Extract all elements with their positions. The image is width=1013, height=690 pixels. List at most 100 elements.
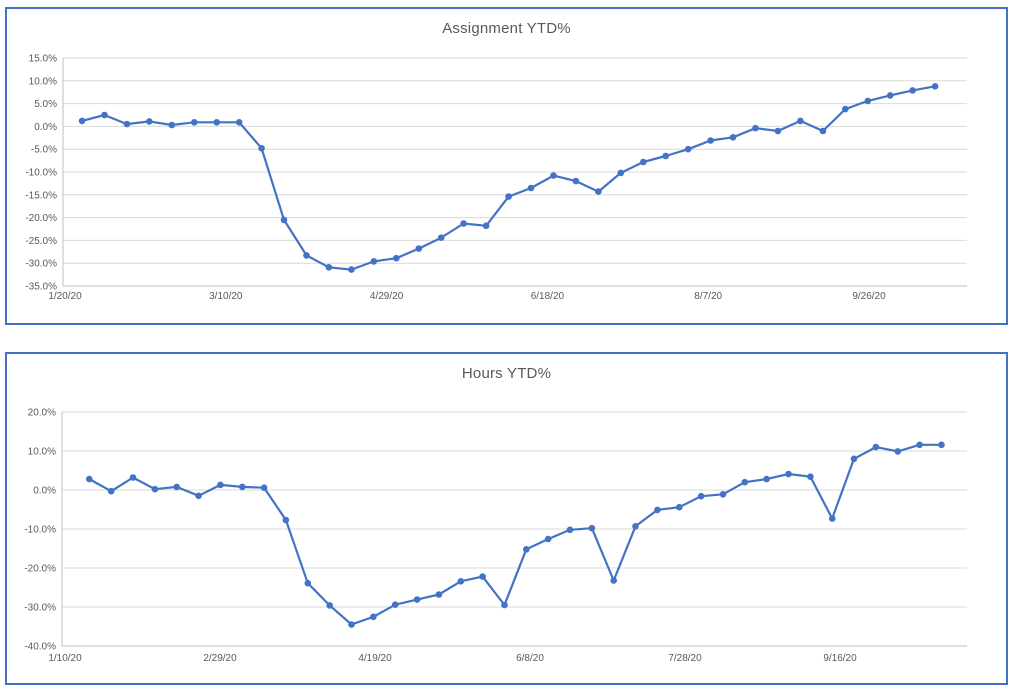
data-point-marker <box>151 485 159 493</box>
y-axis-tick-label: -35.0% <box>25 282 57 293</box>
x-axis-tick-label: 9/16/20 <box>823 653 857 664</box>
x-axis-tick-label: 6/8/20 <box>516 653 544 664</box>
data-point-marker <box>632 523 639 530</box>
data-point-marker <box>654 506 661 514</box>
data-point-marker <box>501 601 508 609</box>
x-axis-tick-label: 1/10/20 <box>48 653 82 664</box>
data-point-marker <box>479 573 486 580</box>
hours-ytd-chart-title: Hours YTD% <box>461 365 552 382</box>
data-point-marker <box>617 169 625 177</box>
y-axis-tick-label: -40.0% <box>24 642 56 653</box>
data-point-marker <box>348 621 355 628</box>
data-point-marker <box>719 491 727 498</box>
y-axis-tick-label: 5.0% <box>34 99 57 110</box>
data-point-marker <box>123 120 131 128</box>
data-point-marker <box>729 134 737 141</box>
data-point-marker <box>460 220 467 227</box>
data-point-marker <box>697 492 705 500</box>
data-point-marker <box>325 264 333 271</box>
data-point-marker <box>916 441 923 449</box>
data-point-marker <box>391 601 399 608</box>
data-point-marker <box>894 448 902 455</box>
data-point-marker <box>173 483 180 491</box>
data-point-marker <box>785 470 792 478</box>
hours-ytd-plot: 20.0% 10.0% 0.0% -10.0% -20.0% -30.0% -40.0%1/… <box>24 408 967 664</box>
data-point-marker <box>217 481 224 489</box>
data-point-marker <box>763 475 770 483</box>
y-axis-tick-label: 15.0% <box>29 54 57 65</box>
data-point-marker <box>280 216 288 224</box>
data-point-marker <box>282 516 290 524</box>
y-axis-tick-label: 10.0% <box>28 447 56 458</box>
data-point-marker <box>676 503 683 511</box>
data-point-marker <box>86 475 93 483</box>
x-axis-tick-label: 3/10/20 <box>209 291 243 302</box>
y-axis-tick-label: -25.0% <box>25 236 57 247</box>
x-axis-tick-label: 7/28/20 <box>668 653 702 664</box>
x-axis-tick-label: 1/20/20 <box>48 291 82 302</box>
data-point-marker <box>129 474 137 481</box>
data-point-marker <box>938 441 945 449</box>
y-axis-tick-label: 10.0% <box>29 76 57 87</box>
data-point-marker <box>774 127 782 135</box>
data-point-marker <box>797 117 804 125</box>
data-point-marker <box>435 591 443 598</box>
data-point-marker <box>640 158 647 166</box>
data-point-marker <box>78 117 86 125</box>
y-axis-tick-label: -10.0% <box>25 168 57 179</box>
series-line <box>80 85 937 271</box>
x-axis-tick-label: 2/29/20 <box>203 653 237 664</box>
data-point-marker <box>457 578 465 585</box>
series-line <box>88 443 943 626</box>
assignment-ytd-plot: 15.0% 10.0% 5.0% 0.0% -5.0% -10.0% -15.0% -20.0… <box>25 54 967 302</box>
data-point-marker <box>195 492 202 500</box>
data-point-marker <box>304 579 312 587</box>
y-axis-tick-label: 0.0% <box>34 122 57 133</box>
data-point-marker <box>260 484 268 491</box>
data-point-marker <box>886 92 894 99</box>
data-point-marker <box>662 152 669 160</box>
y-axis-tick-label: 0.0% <box>33 486 56 497</box>
data-point-marker <box>303 252 310 259</box>
y-axis-tick-label: -30.0% <box>25 259 57 270</box>
data-point-marker <box>348 266 355 273</box>
data-point-marker <box>828 515 836 522</box>
y-axis-tick-label: -15.0% <box>25 190 57 201</box>
y-axis-tick-label: -5.0% <box>31 145 57 156</box>
data-point-marker <box>684 145 692 153</box>
data-point-marker <box>931 83 939 90</box>
x-axis-tick-label: 4/29/20 <box>370 291 404 302</box>
data-point-marker <box>566 526 574 534</box>
data-point-marker <box>819 127 827 135</box>
data-point-marker <box>393 254 400 262</box>
data-point-marker <box>595 188 602 195</box>
data-point-marker <box>523 546 530 553</box>
x-axis-tick-label: 9/26/20 <box>852 291 886 302</box>
data-point-marker <box>527 184 535 192</box>
data-point-marker <box>909 87 916 94</box>
hours-ytd-chart: Hours YTD% 20.0% 10.0% 0.0% -10.0% -20.0% -30… <box>5 352 1008 685</box>
data-point-marker <box>258 145 265 152</box>
y-axis-tick-label: -20.0% <box>25 213 57 224</box>
data-point-marker <box>101 111 108 119</box>
data-point-marker <box>505 193 512 200</box>
x-axis-tick-label: 8/7/20 <box>694 291 722 302</box>
data-point-marker <box>235 119 243 126</box>
data-point-marker <box>370 613 377 621</box>
y-axis-tick-label: -30.0% <box>24 603 56 614</box>
assignment-ytd-chart-title: Assignment YTD% <box>442 20 571 37</box>
y-axis-tick-label: -20.0% <box>24 564 56 575</box>
data-point-marker <box>146 118 153 125</box>
data-point-marker <box>850 455 858 463</box>
data-point-marker <box>168 121 176 129</box>
data-point-marker <box>588 524 596 532</box>
x-axis-tick-label: 4/19/20 <box>358 653 392 664</box>
data-point-marker <box>326 602 334 609</box>
data-point-marker <box>415 245 423 252</box>
data-point-marker <box>807 473 814 480</box>
data-point-marker <box>107 487 115 495</box>
data-point-marker <box>239 483 246 491</box>
data-point-marker <box>544 535 552 543</box>
data-point-marker <box>572 177 580 185</box>
